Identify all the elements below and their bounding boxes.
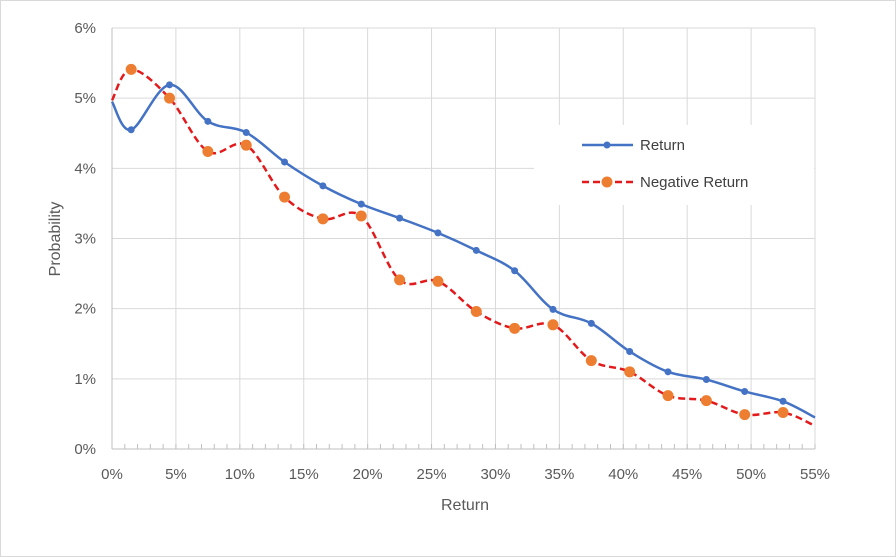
negative-return-point <box>700 395 712 407</box>
y-tick-label: 5% <box>74 90 96 107</box>
legend-label: Return <box>640 137 685 154</box>
x-tick-label: 30% <box>480 466 510 483</box>
return-point <box>587 319 595 327</box>
return-point <box>626 347 634 355</box>
return-point <box>664 368 672 376</box>
gridlines <box>112 27 816 449</box>
negative-return-point <box>624 366 636 378</box>
negative-return-point <box>509 322 521 334</box>
y-tick-label: 2% <box>74 301 96 318</box>
x-tick-label: 5% <box>165 466 187 483</box>
return-point <box>434 229 442 237</box>
return-point <box>549 305 557 313</box>
return-point <box>741 387 749 395</box>
legend-background <box>534 125 814 205</box>
return-point <box>511 267 519 275</box>
y-tick-label: 6% <box>74 20 96 37</box>
y-tick-label: 0% <box>74 441 96 458</box>
return-point <box>702 376 710 384</box>
legend-label: Negative Return <box>640 174 748 191</box>
x-tick-label: 20% <box>353 466 383 483</box>
series-markers <box>125 63 789 421</box>
negative-return-point <box>739 409 751 421</box>
return-point <box>396 214 404 222</box>
series-lines <box>110 68 816 428</box>
axes: 0% 1% 2% 3% 4% 5% 6% 0% 5% 10% 15% 20% 25% 30% 35% 40% 4… <box>74 20 830 483</box>
legend-marker <box>601 176 613 188</box>
return-point <box>472 246 480 254</box>
x-tick-label: 10% <box>225 466 255 483</box>
x-tick-label: 50% <box>736 466 766 483</box>
x-tick-label: 0% <box>101 466 123 483</box>
return-point <box>779 397 787 405</box>
x-tick-label: 45% <box>672 466 702 483</box>
return-point <box>204 117 212 125</box>
x-tick-label: 55% <box>800 466 830 483</box>
legend: Return Negative Return <box>534 125 814 205</box>
negative-return-point <box>432 275 444 287</box>
negative-return-point <box>394 274 406 286</box>
negative-return-point <box>279 191 291 203</box>
negative-return-point <box>202 145 214 157</box>
x-tick-label: 15% <box>289 466 319 483</box>
series-line-negative-return <box>110 68 816 428</box>
x-tick-label: 35% <box>544 466 574 483</box>
x-tick-label: 40% <box>608 466 638 483</box>
return-point <box>281 158 289 166</box>
return-point <box>357 200 365 208</box>
x-tick-label: 25% <box>417 466 447 483</box>
negative-return-point <box>125 63 137 75</box>
return-point <box>127 126 135 134</box>
y-tick-label: 4% <box>74 160 96 177</box>
negative-return-point <box>585 355 597 367</box>
legend-marker <box>603 141 611 149</box>
return-point <box>242 129 250 137</box>
y-axis-title: Probability <box>47 202 64 277</box>
negative-return-point <box>777 407 789 419</box>
negative-return-point <box>317 213 329 225</box>
negative-return-point <box>240 139 252 151</box>
return-point <box>319 182 327 190</box>
negative-return-point <box>355 210 367 222</box>
negative-return-point <box>470 305 482 317</box>
return-point <box>166 81 174 89</box>
y-tick-label: 3% <box>74 231 96 248</box>
negative-return-point <box>547 319 559 331</box>
negative-return-point <box>164 92 176 104</box>
x-axis-title: Return <box>441 497 489 514</box>
y-tick-label: 1% <box>74 371 96 388</box>
negative-return-point <box>662 390 674 402</box>
